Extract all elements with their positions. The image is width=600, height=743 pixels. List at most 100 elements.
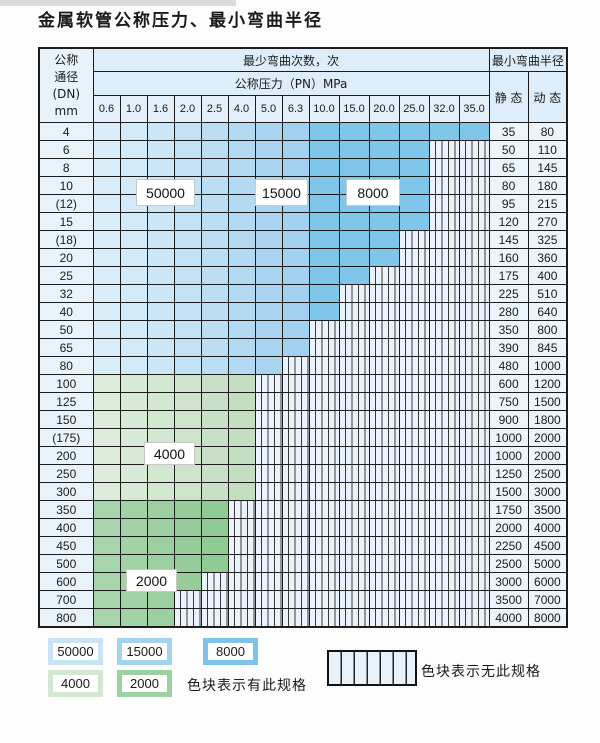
- legend-has-spec-text: 色块表示有此规格: [187, 678, 307, 694]
- dynamic-value: 1200: [527, 374, 568, 393]
- no-spec-cell: [458, 374, 490, 393]
- spec-cell: [200, 554, 229, 573]
- no-spec-cell: [368, 518, 400, 537]
- spec-cell: [119, 500, 148, 519]
- no-spec-cell: [308, 374, 340, 393]
- no-spec-cell: [368, 266, 400, 285]
- dn-row-80: 80 480 1000: [38, 356, 568, 375]
- no-spec-cell: [227, 572, 256, 591]
- static-value: 900: [488, 410, 529, 429]
- no-spec-cell: [281, 410, 310, 429]
- spec-cell: [173, 356, 202, 375]
- spec-cell: [146, 122, 175, 141]
- dn-corner-line-1: 通径: [54, 69, 79, 84]
- no-spec-cell: [398, 572, 430, 591]
- cycle-label-4000: 4000: [144, 442, 195, 465]
- no-spec-cell: [428, 518, 460, 537]
- spec-cell: [173, 266, 202, 285]
- dn-corner-line-0: 公称: [54, 52, 79, 67]
- spec-cell: [92, 392, 121, 411]
- static-value: 175: [488, 266, 529, 285]
- spec-cell: [200, 266, 229, 285]
- no-spec-cell: [428, 374, 460, 393]
- spec-cell: [458, 122, 490, 141]
- spec-cell: [254, 140, 283, 159]
- spec-cell: [119, 446, 148, 465]
- dn-cell: 40: [38, 302, 94, 321]
- dynamic-value: 3500: [527, 500, 568, 519]
- spec-cell: [254, 302, 283, 321]
- spec-cell: [338, 140, 370, 159]
- spec-cell: [119, 590, 148, 609]
- no-spec-cell: [338, 554, 370, 573]
- spec-cell: [254, 320, 283, 339]
- no-spec-cell: [368, 608, 400, 628]
- spec-cell: [92, 302, 121, 321]
- cycle-label-2000: 2000: [126, 569, 177, 592]
- dn-cell: 100: [38, 374, 94, 393]
- dn-cell: 450: [38, 536, 94, 555]
- spec-cell: [200, 518, 229, 537]
- spec-cell: [308, 248, 340, 267]
- no-spec-cell: [458, 536, 490, 555]
- spec-cell: [92, 212, 121, 231]
- spec-cell: [119, 158, 148, 177]
- spec-cell: [308, 284, 340, 303]
- spec-cell: [146, 266, 175, 285]
- pressure-col-20.0: 20.0: [368, 95, 400, 123]
- spec-cell: [92, 410, 121, 429]
- spec-cell: [227, 248, 256, 267]
- dn-cell: 600: [38, 572, 94, 591]
- spec-cell: [146, 518, 175, 537]
- no-spec-cell: [428, 140, 460, 159]
- no-spec-cell: [308, 572, 340, 591]
- dn-row-500: 500 2500 5000: [38, 554, 568, 573]
- spec-cell: [92, 194, 121, 213]
- spec-cell: [146, 482, 175, 501]
- spec-cell: [146, 410, 175, 429]
- no-spec-cell: [368, 410, 400, 429]
- no-spec-cell: [458, 230, 490, 249]
- dynamic-value: 270: [527, 212, 568, 231]
- no-spec-cell: [458, 410, 490, 429]
- no-spec-cell: [458, 302, 490, 321]
- no-spec-cell: [200, 590, 229, 609]
- no-spec-cell: [281, 464, 310, 483]
- spec-cell: [200, 410, 229, 429]
- legend-item-50000: 50000: [48, 638, 103, 665]
- pressure-col-2.5: 2.5: [200, 95, 229, 123]
- spec-cell: [254, 266, 283, 285]
- legend-no-spec-text: 色块表示无此规格: [421, 664, 541, 680]
- dynamic-value: 2500: [527, 464, 568, 483]
- spec-cell: [92, 230, 121, 249]
- no-spec-cell: [338, 392, 370, 411]
- no-spec-cell: [398, 284, 430, 303]
- no-spec-cell: [338, 590, 370, 609]
- spec-cell: [119, 428, 148, 447]
- dynamic-value: 8000: [527, 608, 568, 628]
- spec-cell: [92, 482, 121, 501]
- no-spec-cell: [368, 464, 400, 483]
- static-value: 480: [488, 356, 529, 375]
- spec-cell: [200, 194, 229, 213]
- dn-row-32: 32 225 510: [38, 284, 568, 303]
- dynamic-value: 2000: [527, 446, 568, 465]
- dn-cell: 10: [38, 176, 94, 195]
- no-spec-cell: [428, 608, 460, 628]
- static-value: 95: [488, 194, 529, 213]
- dn-row-25: 25 175 400: [38, 266, 568, 285]
- dn-row-800: 800 4000 8000: [38, 608, 568, 628]
- no-spec-cell: [338, 284, 370, 303]
- no-spec-cell: [173, 608, 202, 628]
- dn-row-250: 250 1250 2500: [38, 464, 568, 483]
- dn-cell: (175): [38, 428, 94, 447]
- static-value: 3500: [488, 590, 529, 609]
- static-value: 160: [488, 248, 529, 267]
- no-spec-cell: [227, 608, 256, 628]
- spec-cell: [227, 446, 256, 465]
- spec-cell: [146, 536, 175, 555]
- dn-cell: 80: [38, 356, 94, 375]
- legend-item-2000: 2000: [117, 670, 172, 697]
- spec-cell: [119, 122, 148, 141]
- no-spec-cell: [227, 554, 256, 573]
